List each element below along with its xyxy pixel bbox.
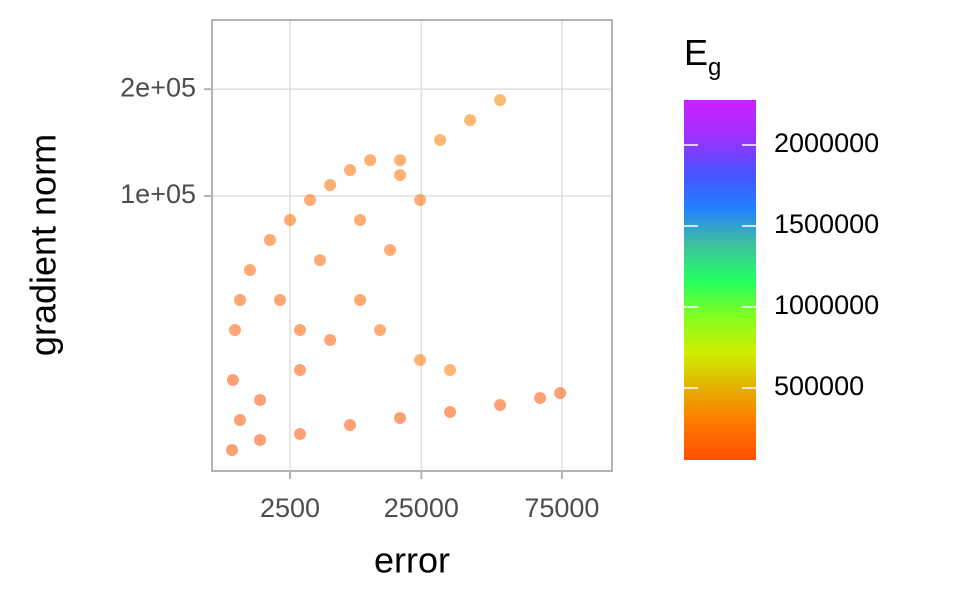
point: [464, 114, 477, 127]
x-tick-label: 2500: [260, 493, 320, 523]
point: [294, 324, 307, 337]
point: [324, 334, 337, 347]
y-tick-label: 2e+05: [120, 72, 196, 102]
legend-title: Eg: [684, 32, 721, 82]
point: [374, 324, 387, 337]
point: [414, 354, 427, 367]
point: [384, 244, 397, 257]
point: [284, 214, 297, 227]
point: [226, 373, 239, 386]
point: [228, 324, 241, 337]
y-tick-label: 1e+05: [120, 179, 196, 209]
point: [324, 179, 337, 192]
panel-border: [211, 19, 613, 472]
point: [394, 411, 407, 424]
point: [494, 399, 507, 412]
point: [354, 294, 367, 307]
point: [243, 264, 256, 277]
point: [263, 234, 276, 247]
legend-title-main: E: [684, 32, 708, 73]
point: [364, 154, 377, 167]
point: [304, 194, 317, 207]
point: [254, 434, 267, 447]
point: [226, 444, 239, 457]
point: [394, 154, 407, 167]
point: [234, 413, 247, 426]
legend-title-sub: g: [708, 54, 721, 81]
y-axis-title: gradient norm: [23, 134, 64, 356]
point: [394, 169, 407, 182]
point: [414, 194, 427, 207]
x-tick-label: 75000: [524, 493, 599, 523]
point: [234, 294, 247, 307]
point: [274, 294, 287, 307]
point: [494, 94, 507, 107]
point: [254, 394, 267, 407]
colorbar: [684, 100, 756, 460]
point: [534, 392, 547, 405]
x-tick-label: 25000: [384, 493, 459, 523]
point: [294, 364, 307, 377]
point: [344, 164, 357, 177]
x-axis-title: error: [374, 540, 450, 581]
colorbar-label: 1000000: [774, 290, 879, 320]
colorbar-label: 500000: [774, 371, 864, 401]
colorbar-label: 1500000: [774, 209, 879, 239]
point: [444, 406, 457, 419]
point: [444, 364, 457, 377]
point: [354, 214, 367, 227]
point: [294, 428, 307, 441]
point: [554, 387, 567, 400]
point: [314, 254, 327, 267]
point: [434, 134, 447, 147]
colorbar-label: 2000000: [774, 128, 879, 158]
point: [344, 419, 357, 432]
